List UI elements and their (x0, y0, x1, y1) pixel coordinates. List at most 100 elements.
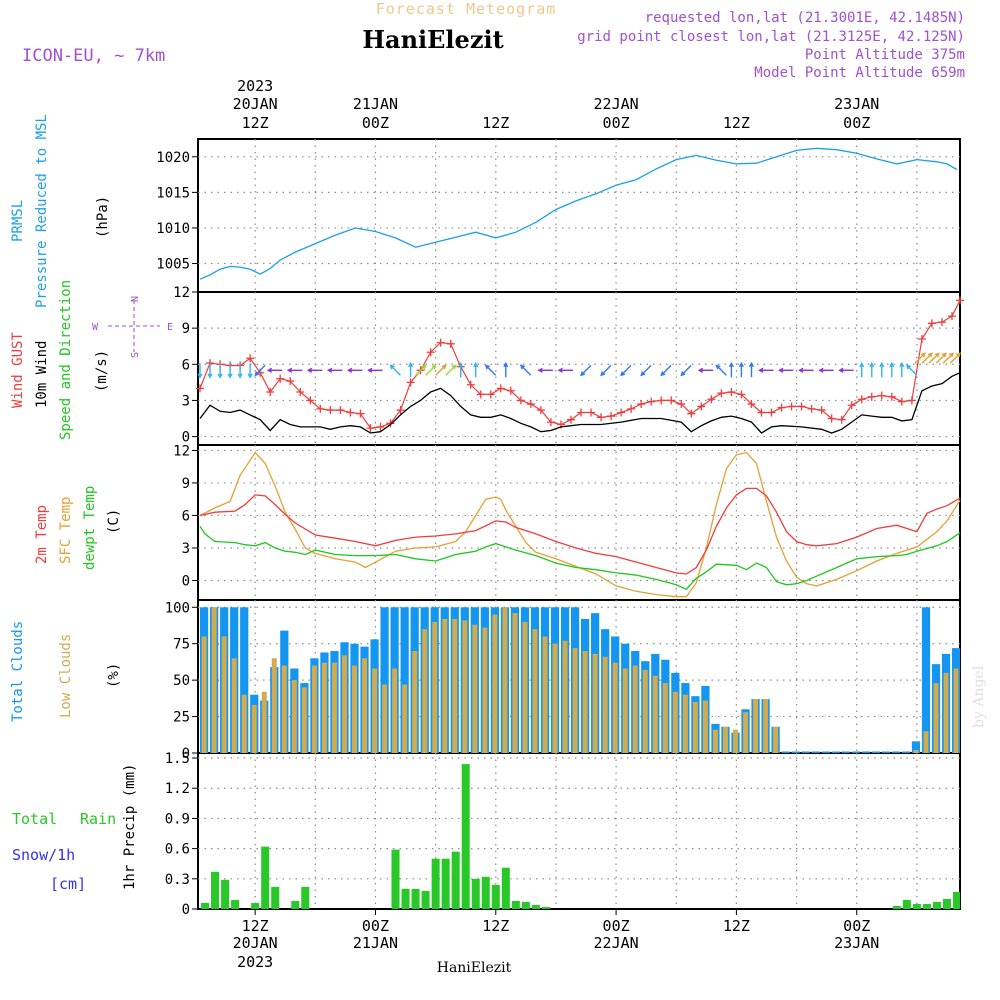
y-tick-label-pressure: 1015 (156, 185, 190, 201)
wind-direction-arrow (217, 363, 223, 379)
precip-bar (521, 901, 530, 909)
wind-label-10m: 10m Wind (34, 341, 50, 408)
temp-label-sfc: SFC Temp (58, 497, 74, 564)
low-cloud-bar (241, 694, 247, 753)
gust-marker (346, 408, 355, 417)
y-tick-labels: 1005101010151020036912036912025507510000… (156, 150, 190, 918)
compass-s: S (130, 352, 141, 358)
gust-marker (907, 396, 916, 405)
precip-bar (401, 888, 410, 909)
bottom-time-label: 12Z (242, 917, 269, 935)
panel-frames (197, 138, 961, 910)
dewpoint-line (199, 525, 961, 590)
compass-n: N (130, 296, 141, 302)
wind-direction-arrow (935, 352, 947, 364)
low-cloud-bar (281, 665, 287, 753)
panel-frame-temp (197, 444, 961, 601)
gust-marker (707, 395, 716, 404)
pressure-line (199, 147, 958, 280)
temp-unit: (C) (106, 509, 122, 534)
precip-panel (201, 764, 960, 909)
y-tick-label-wind: 12 (173, 285, 190, 301)
wind-direction-arrow (899, 361, 905, 378)
gust-marker (897, 397, 906, 406)
temperature-panel (199, 451, 961, 598)
gust-marker (927, 319, 936, 328)
panel-frame-pressure (197, 138, 961, 293)
precip-bar (421, 890, 430, 909)
gust-marker (937, 318, 946, 327)
wind-direction-arrow (503, 361, 509, 378)
cloud-panel (200, 607, 960, 753)
precip-bar (301, 886, 310, 909)
grid-lines (192, 139, 960, 910)
gust-marker (817, 406, 826, 415)
low-cloud-bar (612, 662, 618, 753)
precip-bar (491, 884, 500, 909)
gust-marker (436, 338, 445, 347)
total-cloud-bar (801, 751, 810, 753)
pressure-label-2: Pressure Reduced to MSL (34, 114, 50, 308)
gust-marker (737, 390, 746, 399)
gust-marker (687, 409, 696, 418)
precip-bar (501, 867, 510, 909)
total-cloud-bar (871, 751, 880, 753)
gust-marker (296, 387, 305, 396)
low-cloud-bar (331, 662, 337, 753)
gust-marker (667, 396, 676, 405)
gust-marker (767, 408, 776, 417)
low-cloud-bar (432, 621, 438, 753)
precip-bar (952, 891, 960, 909)
gust-marker (546, 418, 555, 427)
pressure-panel (199, 147, 958, 280)
low-cloud-bar (773, 726, 779, 753)
gust-marker (787, 402, 796, 411)
total-cloud-bar (891, 751, 901, 753)
wind-direction-arrow (425, 364, 437, 376)
low-cloud-bar (592, 653, 598, 753)
wind-direction-arrow (715, 364, 727, 376)
low-cloud-bar (712, 729, 718, 753)
wind-direction-arrow (458, 361, 464, 378)
gust-marker (607, 412, 616, 421)
total-cloud-bar (851, 751, 860, 753)
bottom-date-label: 20JAN (233, 934, 278, 952)
low-cloud-bar (632, 665, 638, 753)
sfc-temp-line (199, 451, 961, 598)
gust-marker (486, 390, 495, 399)
gust-marker (827, 414, 836, 423)
low-cloud-bar (291, 680, 297, 753)
panel-frame-wind (197, 291, 961, 446)
gust-marker (697, 402, 706, 411)
wind-direction-arrow (580, 364, 592, 377)
y-tick-label-pressure: 1005 (156, 257, 190, 273)
low-cloud-bar (733, 729, 738, 753)
wind-direction-arrow (473, 361, 479, 378)
gust-marker (326, 406, 335, 415)
gust-marker (657, 396, 666, 405)
gust-marker (857, 395, 866, 404)
low-cloud-bar (372, 668, 378, 753)
wind-direction-arrow (254, 364, 266, 377)
requested-point: requested lon,lat (21.3001E, 42.1485N) (645, 10, 965, 26)
top-date-label: 20JAN (233, 95, 278, 113)
precip-label-rain: Rain (80, 810, 116, 828)
gust-marker (396, 406, 405, 415)
gust-marker (196, 384, 205, 393)
low-cloud-bar (642, 669, 648, 753)
wind-direction-arrow (519, 364, 532, 376)
precip-bar (431, 858, 440, 909)
pressure-labels: PRMSL Pressure Reduced to MSL (hPa) (10, 114, 111, 308)
total-cloud-bar (921, 607, 931, 753)
precip-bar (461, 764, 470, 909)
total-cloud-bar (400, 607, 409, 753)
y-tick-label-pressure: 1010 (156, 221, 190, 237)
gust-marker (807, 404, 816, 413)
low-cloud-bar (723, 726, 728, 753)
y-tick-label-precip: 1.5 (165, 751, 190, 767)
low-cloud-bar (743, 712, 749, 753)
low-cloud-bar (913, 750, 919, 753)
gust-marker (266, 387, 275, 396)
top-date-label: 21JAN (353, 95, 398, 113)
